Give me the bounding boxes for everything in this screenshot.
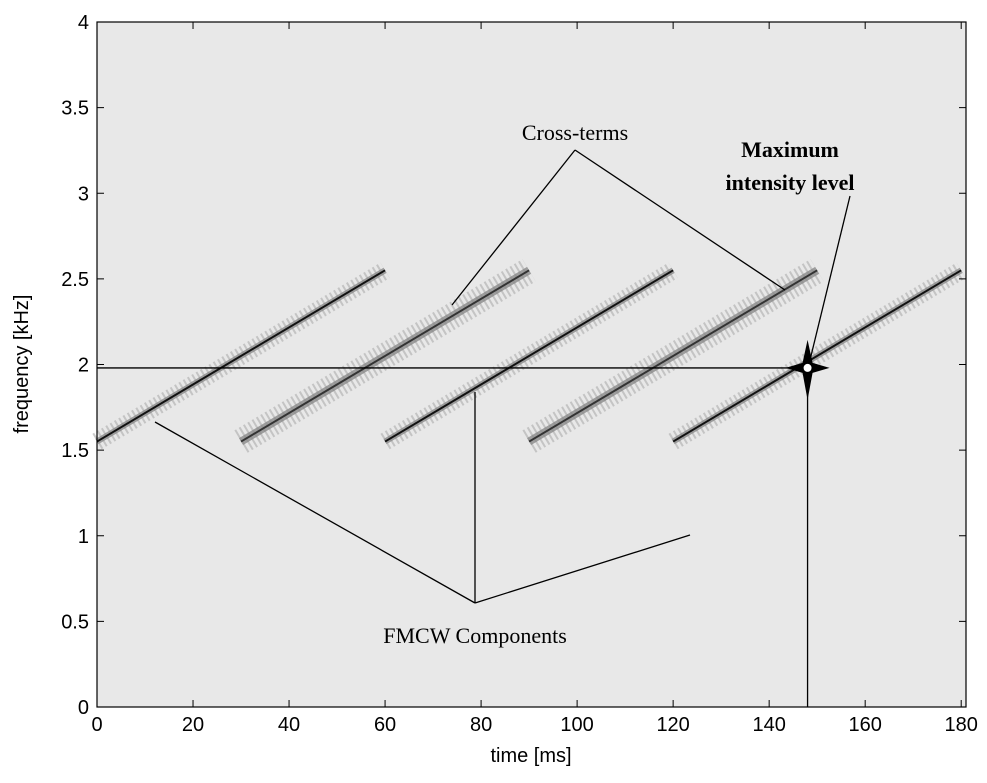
y-tick-label: 1 <box>78 526 89 548</box>
max-marker-core <box>803 363 812 372</box>
x-tick-label: 100 <box>560 714 593 736</box>
x-tick-label: 140 <box>752 714 785 736</box>
connector <box>574 149 786 291</box>
y-tick-label: 2.5 <box>61 269 89 291</box>
cross-term <box>240 269 530 443</box>
x-axis-label: time [ms] <box>490 745 571 767</box>
connector <box>451 149 576 306</box>
y-tick-label: 1.5 <box>61 440 89 462</box>
annotation-connectors <box>154 149 851 604</box>
connector <box>809 195 851 361</box>
x-tick-label: 180 <box>945 714 978 736</box>
y-tick-label: 2 <box>78 355 89 377</box>
y-tick-label: 4 <box>78 12 89 34</box>
fmcw-component <box>384 269 674 443</box>
y-tick-label: 0 <box>78 697 89 719</box>
y-tick-label: 3.5 <box>61 98 89 120</box>
cross-term <box>528 269 818 443</box>
connector <box>474 534 691 604</box>
annotation: Maximum <box>741 137 839 162</box>
y-tick-label: 3 <box>78 183 89 205</box>
fmcw-component <box>672 269 962 443</box>
y-tick-label: 0.5 <box>61 611 89 633</box>
x-tick-label: 60 <box>374 714 396 736</box>
x-tick-label: 80 <box>470 714 492 736</box>
connector <box>154 421 476 604</box>
fmcw-component <box>96 269 386 443</box>
x-tick-label: 20 <box>182 714 204 736</box>
x-tick-label: 40 <box>278 714 300 736</box>
annotation: intensity level <box>726 170 855 195</box>
annotation: FMCW Components <box>383 623 567 648</box>
x-tick-label: 120 <box>656 714 689 736</box>
marks <box>92 259 966 707</box>
x-tick-label: 0 <box>91 714 102 736</box>
y-axis-label: frequency [kHz] <box>11 295 33 434</box>
x-tick-label: 160 <box>848 714 881 736</box>
annotation: Cross-terms <box>522 120 628 145</box>
